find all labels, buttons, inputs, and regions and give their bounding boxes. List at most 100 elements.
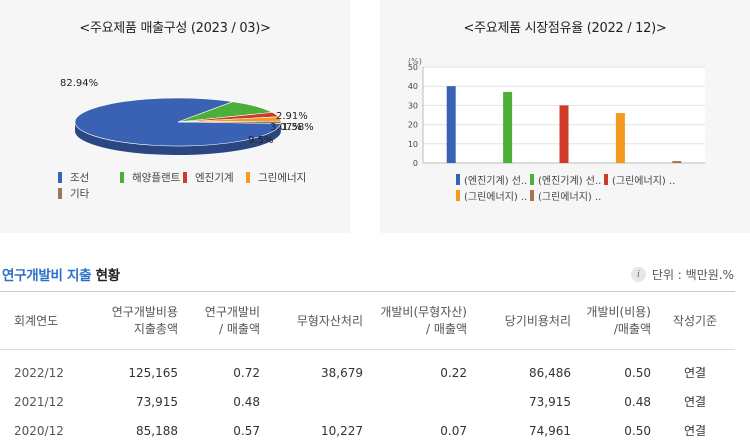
- cell-intangible: 38,679: [321, 366, 363, 380]
- pie-data-label: 2.91%: [276, 111, 308, 122]
- legend-swatch: [183, 172, 187, 183]
- table-row: 2021/12 73,915 0.48 73,915 0.48 연결: [0, 388, 735, 417]
- legend-swatch: [604, 174, 608, 185]
- sales-pie-chart: 82.94% 9.5% 3.07%2.91%1.58%: [60, 78, 314, 155]
- rnd-section-title: 연구개발비 지출 현황: [2, 264, 120, 284]
- cell-year: 2020/12: [14, 424, 64, 438]
- y-tick-label: 10: [408, 140, 418, 149]
- pie-slice-5: [177, 120, 282, 124]
- legend-label: 기타: [70, 188, 90, 200]
- cell-total: 85,188: [136, 424, 178, 438]
- pie-data-label: 1.58%: [282, 122, 314, 133]
- legend-label: (그린에너지) ..: [612, 176, 676, 187]
- cell-intangible: [270, 388, 363, 417]
- bar-legend-item: (엔진기계) 선..: [530, 172, 601, 187]
- cell-year: 2021/12: [14, 395, 64, 409]
- market-share-title: <주요제품 시장점유율 (2022 / 12)>: [463, 21, 667, 36]
- legend-swatch: [120, 172, 124, 183]
- market-share-bar-chart: 0 10 20 30 40 50(%): [408, 57, 705, 168]
- unit-label: 단위 : 백만원.%: [651, 268, 734, 282]
- legend-swatch: [530, 190, 534, 201]
- header-dev-ratio: 개발비(무형자산) / 매출액: [380, 305, 467, 336]
- rnd-title-accent: 연구개발비 지출: [2, 268, 92, 284]
- pie-data-label: 9.5%: [248, 135, 273, 146]
- y-tick-label: 0: [413, 159, 418, 168]
- sales-composition-title: <주요제품 매출구성 (2023 / 03)>: [79, 21, 271, 36]
- bar-2: [503, 91, 513, 163]
- sales-composition-panel: <주요제품 매출구성 (2023 / 03)> 82.94% 9.5% 3.07% 2…: [0, 0, 350, 233]
- cell-basis: 연결: [683, 395, 707, 409]
- cell-dev-ratio: 0.22: [440, 366, 467, 380]
- info-icon[interactable]: i: [630, 267, 646, 282]
- y-tick-label: 30: [408, 101, 418, 110]
- rnd-table-header: 회계연도 연구개발비용 지출총액 연구개발비 / 매출액 무형자산처리 개발비(무형…: [0, 292, 735, 350]
- y-tick-label: 50: [408, 63, 418, 72]
- pie-legend-item: 조선: [58, 170, 89, 185]
- pie-legend-item: 해양플랜트: [120, 170, 180, 185]
- header-ratio: 연구개발비 / 매출액: [204, 305, 260, 336]
- cell-expense: 86,486: [529, 366, 571, 380]
- table-row: 2020/12 85,188 0.57 10,227 0.07 74,961 0…: [0, 417, 735, 446]
- y-axis-label: (%): [408, 57, 422, 66]
- legend-label: (그린에너지) ..: [538, 192, 602, 203]
- cell-total: 73,915: [136, 395, 178, 409]
- legend-swatch: [58, 172, 62, 183]
- header-expense: 당기비용처리: [504, 313, 571, 328]
- legend-label: 엔진기계: [195, 172, 234, 184]
- cell-dev-exp: 0.50: [624, 424, 651, 438]
- market-share-legend: (엔진기계) 선.. (엔진기계) 선.. (그린에너지) .. (그린에너지) ..…: [380, 0, 750, 233]
- legend-label: 조선: [70, 172, 90, 184]
- market-share-panel: <주요제품 시장점유율 (2022 / 12)> 0 10 20 30 40 50 (%) …: [380, 0, 750, 233]
- cell-dev-exp: 0.48: [624, 395, 651, 409]
- header-basis: 작성기준: [672, 313, 718, 328]
- bar-legend-item: (엔진기계) 선..: [456, 172, 527, 187]
- pie-data-label: 82.94%: [60, 78, 98, 89]
- pie-slice-side: [75, 122, 281, 155]
- legend-swatch: [58, 188, 62, 199]
- pie-legend-item: 엔진기계: [183, 170, 234, 185]
- cell-ratio: 0.57: [233, 424, 260, 438]
- cell-basis: 연결: [683, 424, 707, 438]
- cell-year: 2022/12: [14, 366, 64, 380]
- cell-intangible: 10,227: [321, 424, 363, 438]
- header-total: 연구개발비용 지출총액: [111, 305, 178, 336]
- bar-4: [615, 113, 625, 163]
- legend-label: (엔진기계) 선..: [464, 176, 528, 187]
- bar-3: [559, 105, 569, 163]
- header-dev-exp: 개발비(비용)/매출액: [586, 305, 651, 336]
- rnd-table: 회계연도 연구개발비용 지출총액 연구개발비 / 매출액 무형자산처리 개발비(무형…: [0, 291, 735, 446]
- cell-dev-exp: 0.50: [624, 366, 651, 380]
- y-tick-label: 40: [408, 82, 418, 91]
- cell-ratio: 0.72: [233, 366, 260, 380]
- pie-legend-item: 기타: [58, 186, 89, 201]
- legend-swatch: [530, 174, 534, 185]
- legend-swatch: [246, 172, 250, 183]
- cell-expense: 74,961: [529, 424, 571, 438]
- pie-data-label: 3.07%: [270, 122, 302, 133]
- bar-1: [446, 86, 456, 163]
- legend-label: (엔진기계) 선..: [538, 176, 602, 187]
- pie-slice-1: [74, 97, 282, 147]
- legend-swatch: [456, 190, 460, 201]
- table-row: 2022/12 125,165 0.72 38,679 0.22 86,486 …: [0, 359, 735, 388]
- header-year: 회계연도: [14, 313, 59, 328]
- unit-note: i 단위 : 백만원.%: [630, 266, 734, 283]
- y-tick-label: 20: [408, 121, 418, 130]
- bar-legend-item: (그린에너지) ..: [604, 172, 675, 187]
- legend-label: 그린에너지: [258, 172, 307, 184]
- legend-swatch: [456, 174, 460, 185]
- bar-5: [672, 161, 682, 163]
- cell-dev-ratio: [370, 388, 467, 417]
- pie-legend-item: 그린에너지: [246, 170, 306, 185]
- legend-label: 해양플랜트: [132, 172, 181, 184]
- bar-legend-item: (그린에너지) ..: [530, 188, 601, 203]
- legend-label: (그린에너지) ..: [464, 192, 528, 203]
- bar-legend-item: (그린에너지) ..: [456, 188, 527, 203]
- cell-basis: 연결: [683, 366, 707, 380]
- cell-dev-ratio: 0.07: [440, 424, 467, 438]
- cell-total: 125,165: [128, 366, 178, 380]
- header-intangible: 무형자산처리: [296, 313, 363, 328]
- cell-ratio: 0.48: [233, 395, 260, 409]
- rnd-title-rest: 현황: [91, 268, 121, 284]
